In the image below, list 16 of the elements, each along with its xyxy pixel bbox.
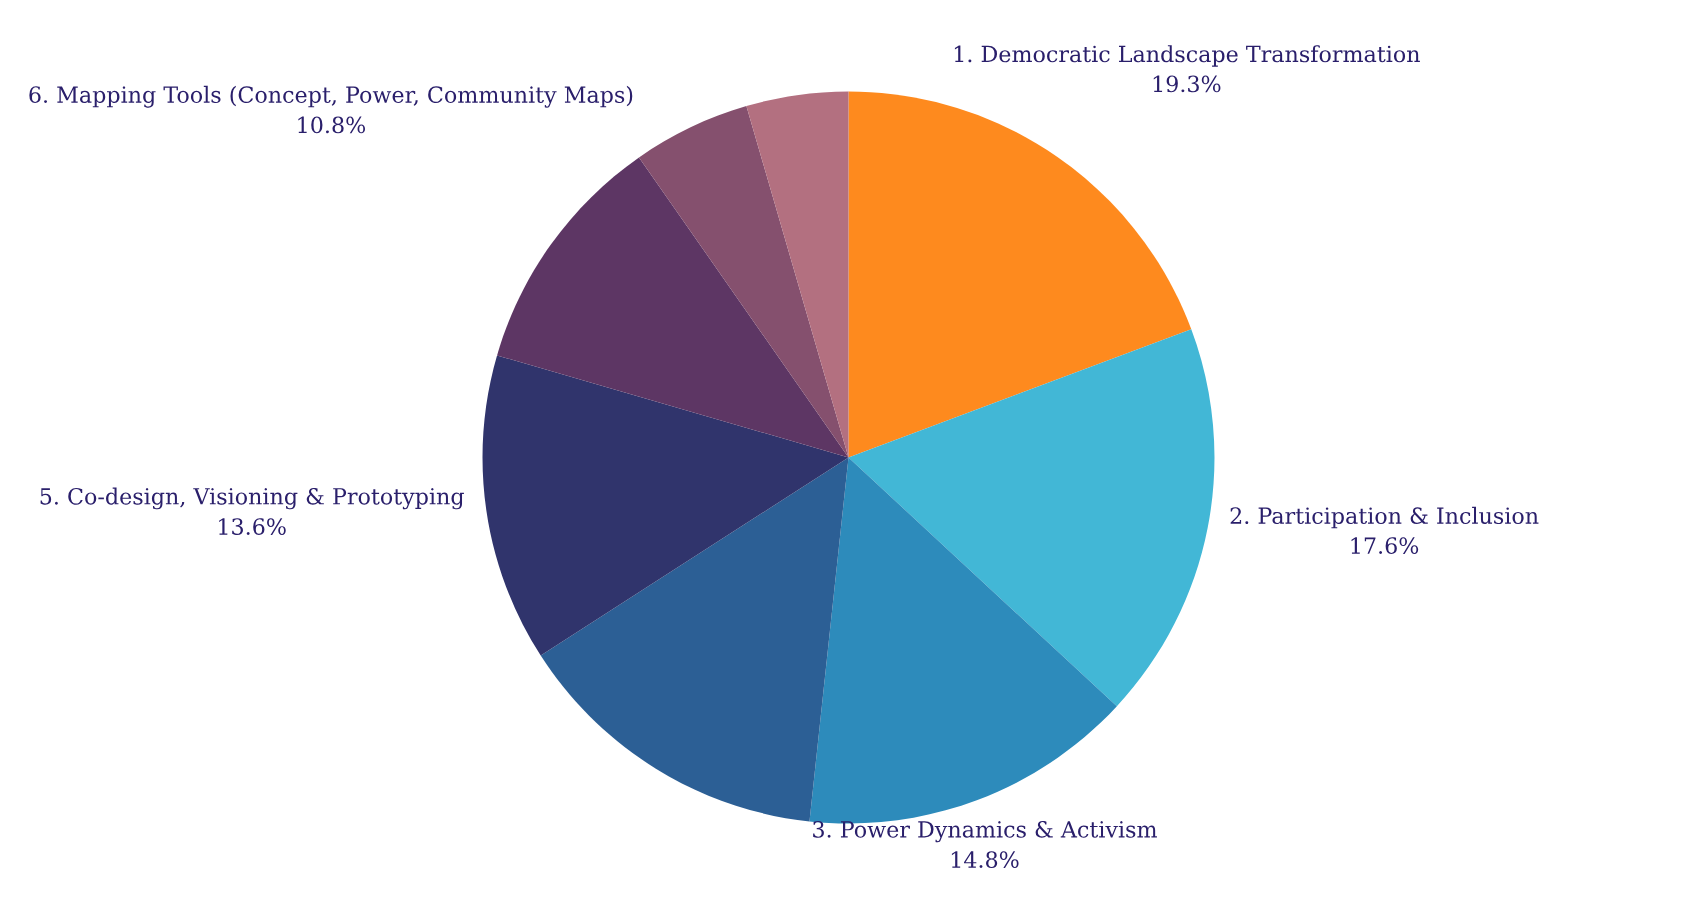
slice-label: 2. Participation & Inclusion	[1230, 506, 1539, 529]
pie-slice	[482, 355, 849, 656]
data-label: 19.3%	[1153, 75, 1221, 93]
pie-slice	[848, 91, 1192, 458]
slice-label: 3. Power Dynamics & Activism	[813, 820, 1157, 843]
pie-slice	[638, 106, 849, 458]
data-label: 14.8%	[951, 851, 1019, 868]
pie-slice	[848, 329, 1215, 707]
data-label: 17.6%	[1351, 537, 1419, 555]
pie-slice	[540, 457, 849, 822]
pie-slice	[497, 157, 849, 458]
data-label: 13.6%	[219, 518, 286, 535]
slice-label: 1. Democratic Landscape Transformation	[954, 45, 1420, 67]
slice-label: 5. Co-design, Visioning & Prototyping	[40, 487, 464, 510]
data-label: 10.8%	[298, 116, 366, 134]
slice-label: 6. Mapping Tools (Concept, Power, Community Maps)	[29, 85, 633, 108]
